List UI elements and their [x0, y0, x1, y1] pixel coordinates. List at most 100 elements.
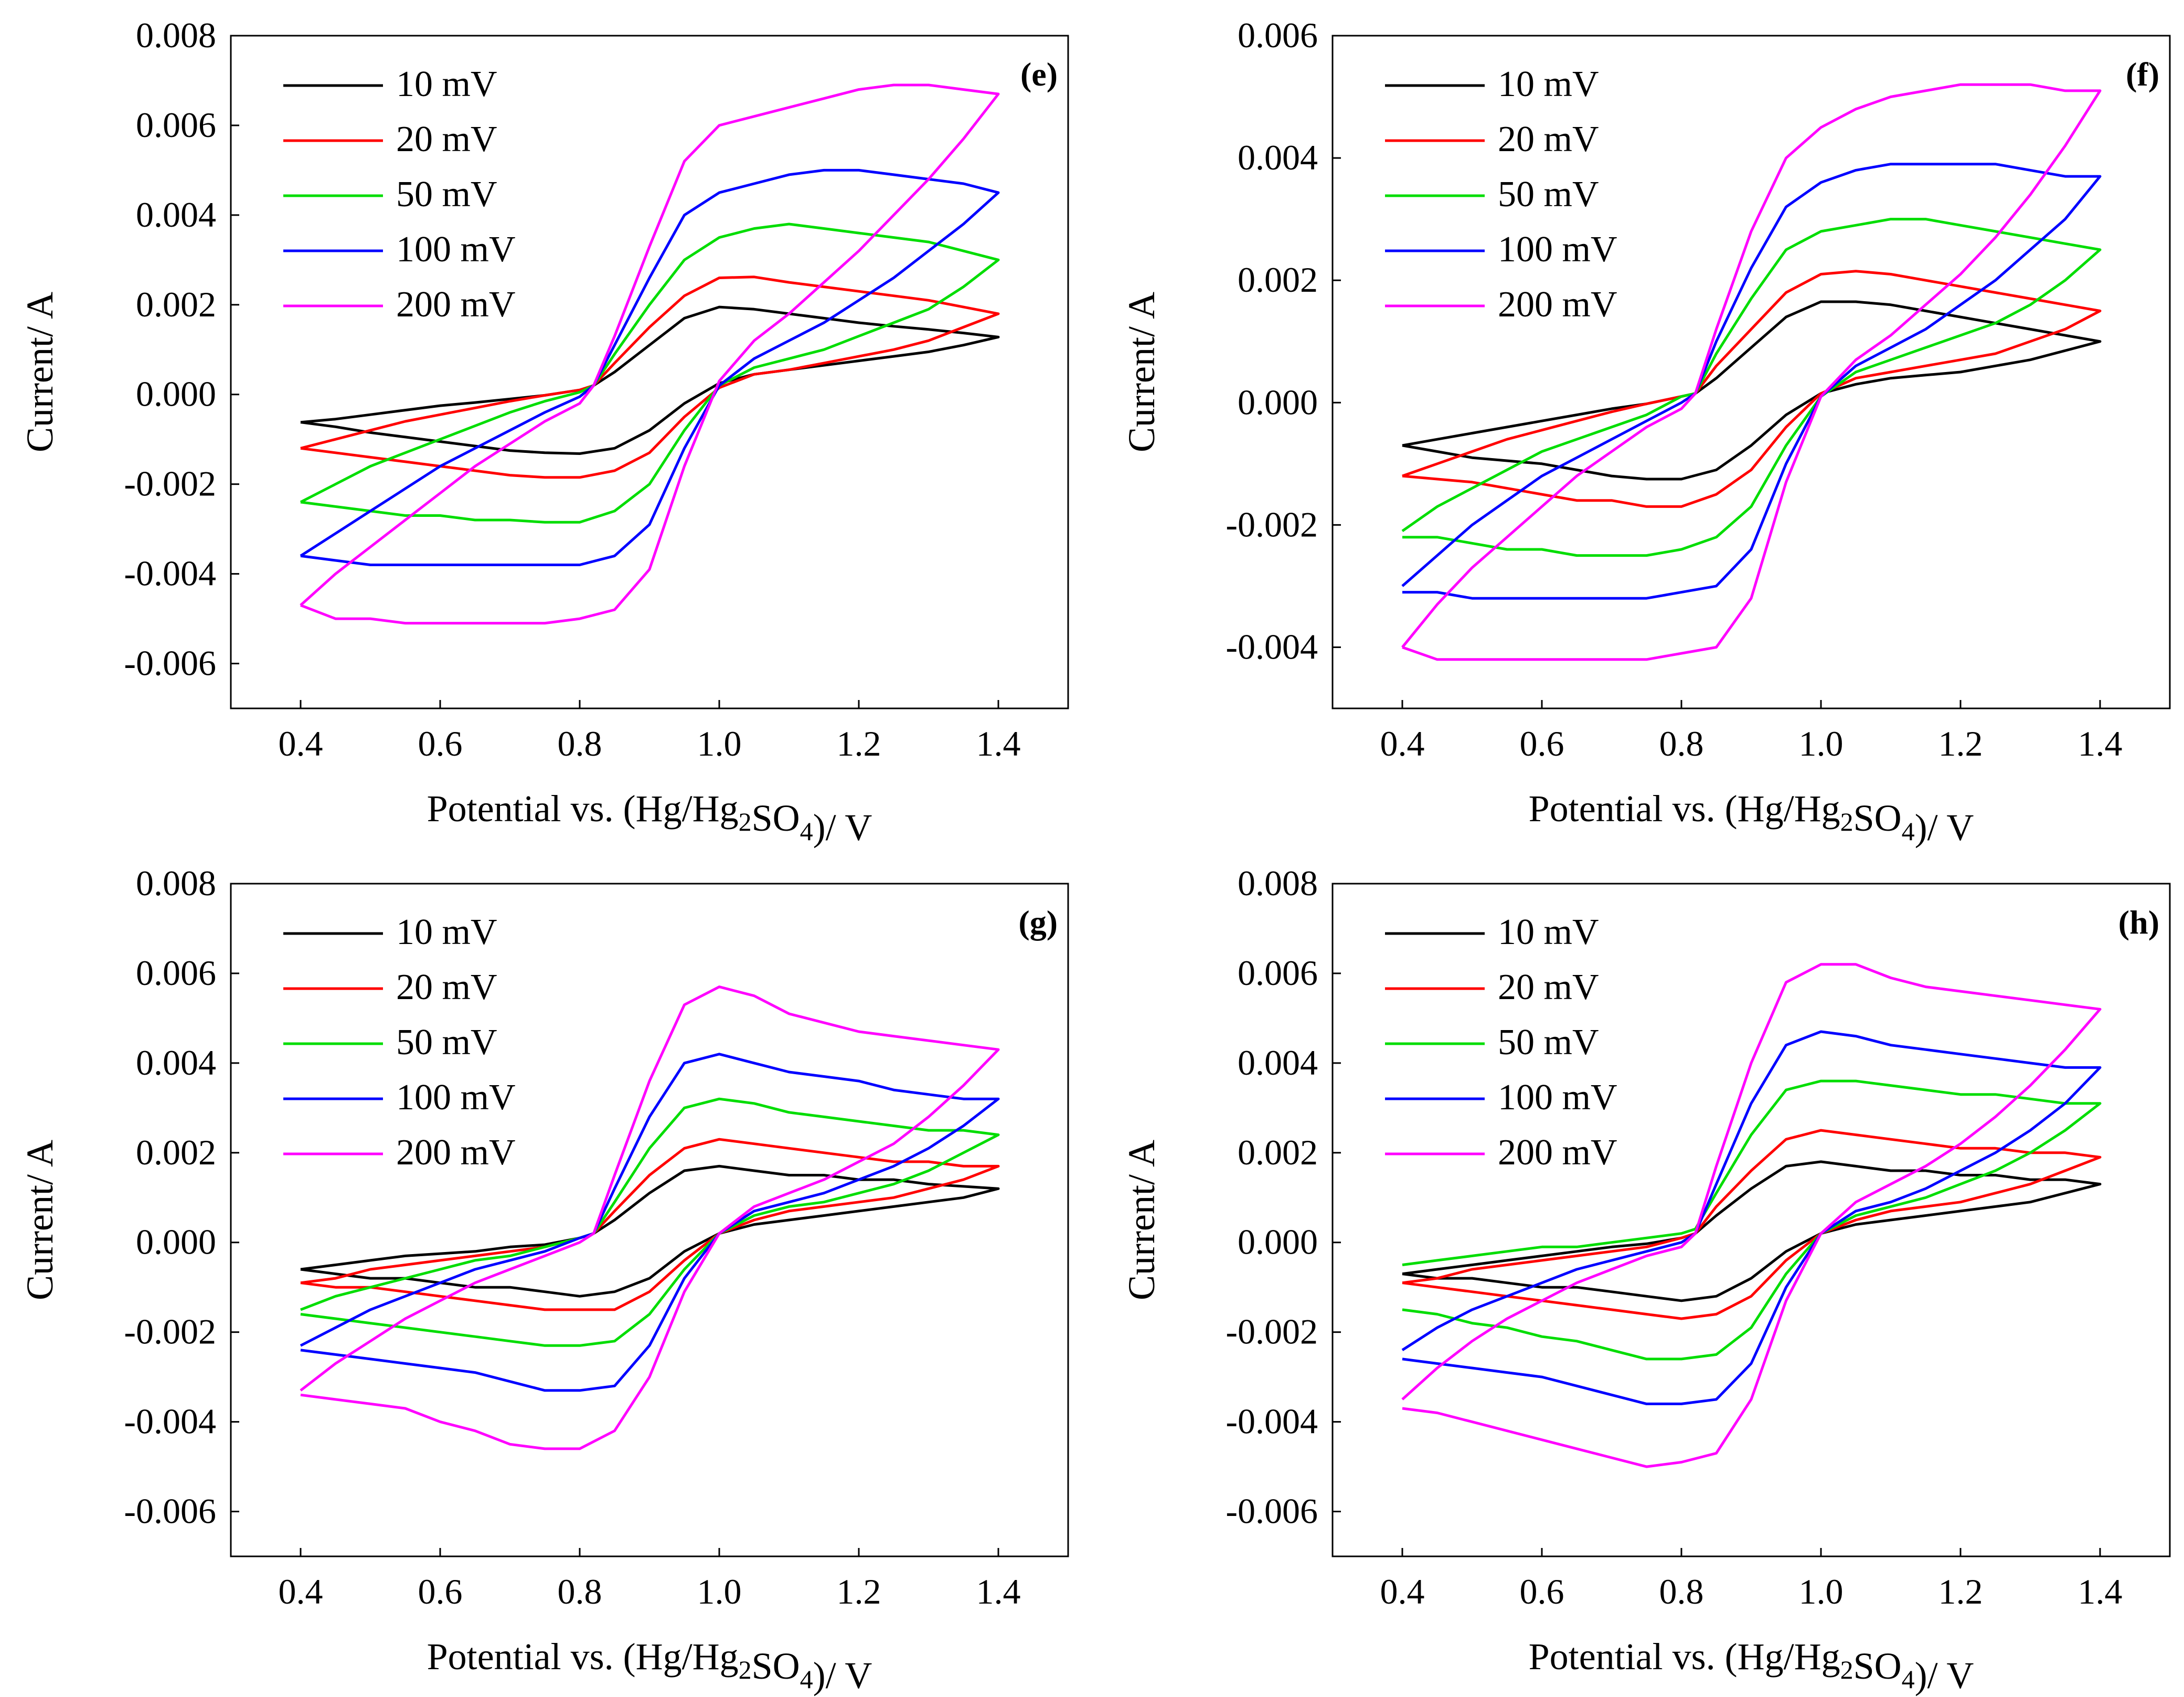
series-line-10-mv	[1402, 1160, 2102, 1302]
y-tick-label: -0.006	[1226, 1491, 1318, 1531]
legend-label: 10 mV	[396, 912, 497, 952]
x-axis-title: Potential vs. (Hg/Hg2SO4)/ V	[427, 1636, 872, 1696]
x-tick-label: 0.8	[1659, 724, 1704, 763]
legend-label: 10 mV	[1498, 64, 1599, 104]
x-tick-label: 1.2	[1938, 1572, 1983, 1611]
legend-label: 10 mV	[1498, 912, 1599, 952]
x-tick-label: 0.8	[558, 724, 602, 763]
series-line-200-mv	[300, 985, 1000, 1450]
y-tick-label: -0.006	[124, 1491, 216, 1531]
series-line-50-mv	[300, 222, 1000, 524]
legend-label: 100 mV	[396, 229, 516, 270]
y-tick-label: -0.004	[1226, 627, 1318, 666]
x-tick-label: 1.0	[697, 1572, 742, 1611]
x-tick-label: 1.4	[976, 724, 1021, 763]
x-tick-label: 0.4	[279, 1572, 323, 1611]
y-tick-label: -0.002	[1226, 504, 1318, 544]
x-tick-label: 1.4	[2078, 724, 2123, 763]
chart-panel-f: 0.4 0.6 0.8 1.0 1.2 1.4 0.006 0.004 0.002 0.000 -0…	[1121, 15, 2171, 848]
x-tick-label: 1.2	[1938, 724, 1983, 763]
series-line-200-mv	[300, 83, 1000, 625]
y-tick-label: -0.004	[124, 1402, 216, 1441]
y-axis-title: Current/ A	[1121, 1140, 1163, 1300]
x-axis-title: Potential vs. (Hg/Hg2SO4)/ V	[1529, 1636, 1974, 1696]
y-tick-label: 0.006	[1238, 15, 1318, 55]
series-line-200-mv	[1401, 83, 2102, 661]
series-line-10-mv	[300, 1164, 1000, 1298]
series-line-50-mv	[1401, 218, 2102, 557]
series-line-20-mv	[1402, 1129, 2102, 1320]
series-line-100-mv	[1401, 163, 2102, 600]
x-tick-label: 1.4	[976, 1572, 1021, 1611]
x-tick-label: 1.0	[1799, 1572, 1844, 1611]
legend-label: 100 mV	[1498, 1077, 1617, 1118]
legend-label: 50 mV	[1498, 174, 1599, 215]
panel-label: (g)	[1018, 904, 1058, 941]
legend-label: 10 mV	[396, 64, 497, 104]
series-line-100-mv	[300, 168, 1000, 566]
x-tick-label: 0.6	[418, 1572, 463, 1611]
series-line-20-mv	[300, 275, 1000, 479]
y-tick-label: 0.000	[1238, 382, 1318, 422]
x-tick-label: 0.4	[1380, 724, 1425, 763]
y-tick-label: 0.008	[1238, 863, 1318, 903]
y-tick-label: 0.004	[1238, 137, 1318, 177]
panel-label: (e)	[1020, 56, 1058, 93]
y-tick-label: 0.000	[136, 1222, 216, 1262]
x-tick-label: 0.4	[1380, 1572, 1425, 1611]
y-tick-label: 0.002	[136, 1132, 216, 1172]
x-tick-label: 1.0	[1799, 724, 1844, 763]
legend-label: 200 mV	[396, 284, 516, 325]
y-tick-label: -0.002	[124, 464, 216, 504]
y-axis-title: Current/ A	[19, 1140, 61, 1300]
series-line-200-mv	[1401, 963, 2102, 1468]
x-tick-label: 1.4	[2078, 1572, 2123, 1611]
legend-label: 200 mV	[1498, 284, 1617, 325]
plot-frame	[1331, 35, 2171, 709]
y-tick-label: 0.008	[136, 863, 216, 903]
plot-frame	[230, 883, 1069, 1557]
y-axis-title: Current/ A	[19, 292, 61, 452]
panel-label: (f)	[2126, 56, 2159, 93]
legend-label: 20 mV	[1498, 119, 1599, 160]
legend-label: 200 mV	[1498, 1132, 1617, 1173]
y-tick-label: -0.004	[124, 554, 216, 593]
x-tick-label: 0.8	[558, 1572, 602, 1611]
y-tick-label: -0.002	[124, 1312, 216, 1352]
series-line-100-mv	[300, 1053, 1000, 1392]
y-tick-label: 0.000	[136, 374, 216, 414]
y-tick-label: -0.004	[1226, 1402, 1318, 1441]
x-tick-label: 0.6	[1520, 1572, 1564, 1611]
plot-frame	[230, 35, 1069, 709]
y-tick-label: 0.000	[1238, 1222, 1318, 1262]
x-tick-label: 0.4	[279, 724, 323, 763]
legend-label: 50 mV	[1498, 1022, 1599, 1063]
panel-label: (h)	[2118, 904, 2159, 941]
x-tick-label: 0.8	[1659, 1572, 1704, 1611]
legend-label: 20 mV	[1498, 967, 1599, 1007]
legend-label: 50 mV	[396, 174, 497, 215]
y-tick-label: -0.006	[124, 643, 216, 683]
x-axis-title: Potential vs. (Hg/Hg2SO4)/ V	[1529, 788, 1974, 848]
y-tick-label: -0.002	[1226, 1312, 1318, 1352]
y-tick-label: 0.004	[136, 1043, 216, 1083]
y-tick-label: 0.004	[136, 195, 216, 235]
x-tick-label: 0.6	[418, 724, 463, 763]
y-tick-label: 0.006	[136, 953, 216, 993]
y-tick-label: 0.006	[1238, 953, 1318, 993]
legend-label: 20 mV	[396, 967, 497, 1007]
legend-label: 100 mV	[396, 1077, 516, 1118]
legend-label: 20 mV	[396, 119, 497, 160]
x-tick-label: 1.2	[837, 724, 881, 763]
series-line-20-mv	[1402, 270, 2102, 508]
y-tick-label: 0.008	[136, 15, 216, 55]
y-tick-label: 0.002	[1238, 260, 1318, 300]
plot-frame	[1331, 883, 2171, 1557]
chart-panel-g: 0.4 0.6 0.8 1.0 1.2 1.4 0.008 0.006 0.004 0.002 0.…	[19, 863, 1069, 1696]
y-tick-label: 0.002	[136, 284, 216, 324]
chart-panel-e: 0.4 0.6 0.8 1.0 1.2 1.4 0.008 0.006 0.004 0.002 0.…	[19, 15, 1069, 848]
x-tick-label: 1.2	[837, 1572, 881, 1611]
series-line-50-mv	[1402, 1079, 2102, 1361]
y-axis-title: Current/ A	[1121, 292, 1163, 452]
